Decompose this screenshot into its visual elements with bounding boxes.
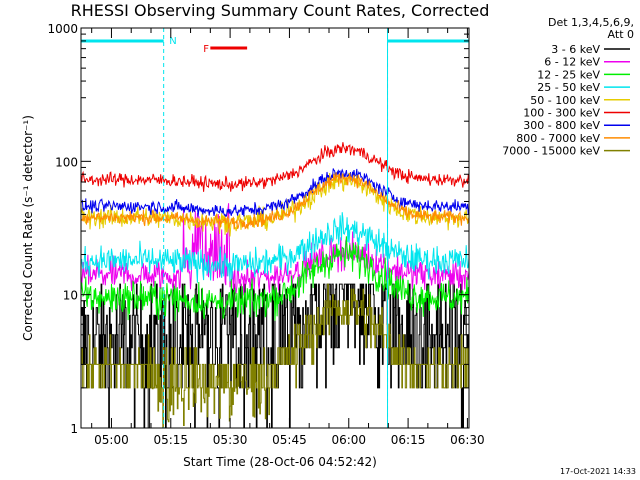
legend-label: 3 - 6 keV xyxy=(551,43,600,56)
series-line-8 xyxy=(81,283,469,428)
chart-title: RHESSI Observing Summary Count Rates, Co… xyxy=(71,1,490,20)
legend-label: 800 - 7000 keV xyxy=(516,132,600,145)
x-axis: 05:00 05:15 05:30 05:45 06:00 06:15 06:30 xyxy=(91,28,485,447)
x-tick-label: 05:45 xyxy=(272,433,307,447)
series-line-7 xyxy=(81,172,469,230)
flare-label: F xyxy=(203,44,209,55)
x-tick-label: 06:30 xyxy=(450,433,485,447)
series-line-0 xyxy=(81,283,469,428)
series-layer xyxy=(81,142,469,428)
series-line-3 xyxy=(81,212,469,283)
legend-header: Det 1,3,4,5,6,9, xyxy=(548,16,634,29)
series-line-5 xyxy=(81,142,469,192)
x-axis-label: Start Time (28-Oct-06 04:52:42) xyxy=(183,455,377,469)
x-tick-label: 05:30 xyxy=(213,433,248,447)
y-tick-label: 1 xyxy=(70,422,78,436)
legend-label: 25 - 50 keV xyxy=(537,81,600,94)
series-line-1 xyxy=(81,203,469,296)
y-tick-label: 10 xyxy=(63,289,78,303)
series-line-2 xyxy=(81,236,469,322)
x-tick-label: 05:15 xyxy=(153,433,188,447)
y-axis-label: Corrected Count Rate (s⁻¹ detector⁻¹) xyxy=(21,115,35,341)
legend-label: 100 - 300 keV xyxy=(523,107,600,120)
x-tick-label: 06:00 xyxy=(331,433,366,447)
legend-label: 7000 - 15000 keV xyxy=(502,145,600,158)
legend-label: 6 - 12 keV xyxy=(544,56,600,69)
y-tick-label: 100 xyxy=(55,155,78,169)
legend-label: 50 - 100 keV xyxy=(530,94,600,107)
legend-label: 12 - 25 keV xyxy=(537,68,600,81)
night-label: N xyxy=(169,36,176,47)
y-axis: 1 10 100 1000 xyxy=(47,22,469,436)
legend-label: 300 - 800 keV xyxy=(523,119,600,132)
y-tick-label: 1000 xyxy=(47,22,78,36)
plot-frame xyxy=(80,27,470,429)
x-tick-label: 05:00 xyxy=(94,433,129,447)
generation-timestamp: 17-Oct-2021 14:33 xyxy=(560,467,636,476)
legend-header: Att 0 xyxy=(608,28,634,41)
series-line-6 xyxy=(81,168,469,218)
x-tick-label: 06:15 xyxy=(391,433,426,447)
